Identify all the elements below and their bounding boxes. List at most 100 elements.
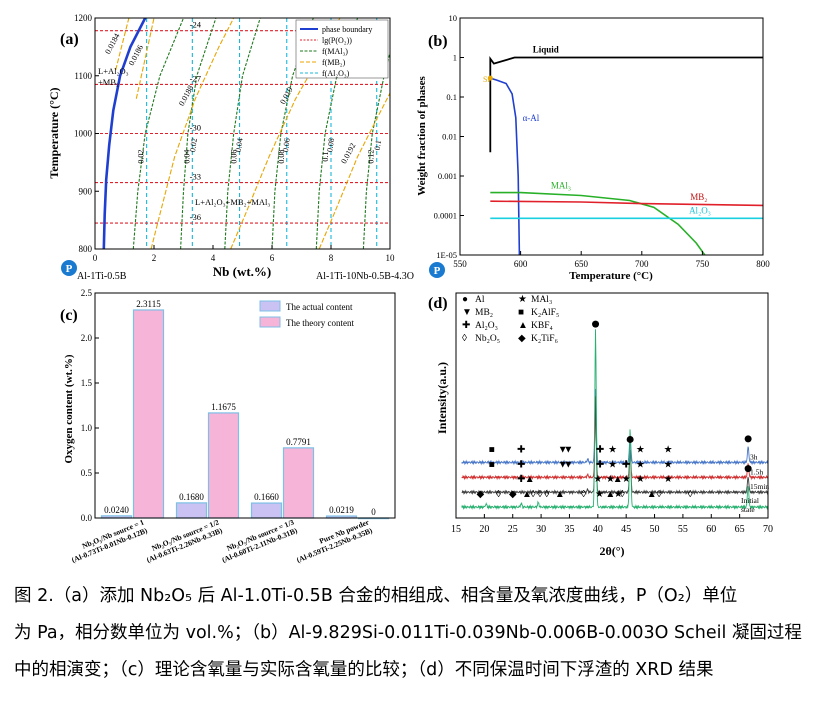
left-alloy-note: Al-1Ti-0.5B — [77, 271, 127, 282]
b-ytick-label-0: 1E-05 — [436, 250, 457, 260]
c-category-3: Pure Nb powder(Al-0.59Ti-2.25Nb-0.35B) — [292, 517, 374, 564]
panel-a-ylabel: Temperature (°C) — [47, 87, 61, 178]
a-xtick-label-4: 8 — [329, 253, 334, 263]
a-xtick-label-2: 4 — [211, 253, 216, 263]
caption-line-1: 图 2.（a）添加 Nb₂O₅ 后 Al-1.0Ti-0.5B 合金的相组成、相… — [14, 586, 738, 606]
composite-figure: 0.02 0.04 0.06 0.08 0.1 0.12-24-27-30-33-360.… — [47, 13, 773, 565]
mal3-curve-2 — [224, 18, 261, 249]
mal3-label-1: 0.02 — [188, 138, 199, 153]
d-xtick-label-11: 70 — [763, 524, 773, 535]
d-xtick-label-6: 45 — [621, 524, 631, 535]
b-ytick-label-5: 1 — [453, 53, 457, 63]
al2o3-label-5: 0.12 — [367, 150, 376, 164]
d-xtick-label-8: 55 — [678, 524, 688, 535]
legend-d-symbol-2: ▼ — [462, 307, 472, 318]
xrd-marker-0-4: ✚ — [596, 444, 604, 455]
d-xtick-label-2: 25 — [508, 524, 518, 535]
panel-b: 550 600 650 700 750 800 1E-05 0.0001 0.001 0.01 0.… — [416, 13, 770, 282]
panel-c-legend: The actual content The theory content — [259, 300, 354, 328]
legend-a-3: f(MB₂) — [322, 58, 346, 67]
xrd-marker-3-6: ◊ — [544, 489, 549, 500]
caption-line-2: 为 Pa，相分数单位为 vol.%；（b）Al-9.829Si-0.011Ti-… — [14, 623, 802, 643]
legend-d-symbol-6: ◊ — [462, 333, 467, 344]
xrd-row-label-3: Initial state — [741, 496, 759, 514]
panel-b-letter: (b) — [428, 33, 448, 50]
xrd-marker-2-4: ▲ — [613, 474, 623, 485]
xrd-marker-0-0: ■ — [489, 444, 495, 455]
xrd-marker-3-8: ◊ — [581, 489, 586, 500]
xrd-marker-1-0: ■ — [489, 459, 495, 470]
xrd-marker-0-3: ▼ — [563, 444, 573, 455]
c-category-1: Nb₂O₅/Nb source = 1/2(Al-0.63Ti-2.26Nb-0… — [142, 517, 224, 564]
mb2-curve-2 — [150, 18, 235, 249]
b-xtick-label-3: 700 — [635, 259, 649, 269]
al2o3-label-1: 0.04 — [182, 150, 191, 164]
legend-a-4: f(Al₂O₃) — [322, 69, 350, 78]
b-ytick-label-1: 0.0001 — [434, 211, 457, 221]
al2o3-label-4: 0.1 — [321, 152, 330, 162]
mal3-curve-0 — [132, 18, 185, 249]
panel-c-ylabel: Oxygen content (wt.%) — [63, 354, 75, 463]
xrd-marker-3-3: ▲ — [522, 489, 532, 500]
xrd-marker-0-1: ✚ — [517, 444, 525, 455]
xrd-marker-3-2: ◆ — [509, 489, 517, 500]
po2-label-3: -33 — [190, 172, 201, 182]
xrd-marker-3-12: ◊ — [620, 489, 625, 500]
legend-d-symbol-4: ✚ — [462, 320, 470, 331]
a-ytick-label-3: 1100 — [74, 71, 92, 81]
c-category-2: Nb₂O₅/Nb source = 1/3(Al-0.60Ti-2.11Nb-0… — [217, 517, 299, 564]
mb2-label-0: 0.0184 — [103, 32, 121, 56]
a-ytick-label-0: 800 — [79, 244, 93, 254]
a-xtick-label-1: 2 — [152, 253, 157, 263]
panel-d-frame — [455, 292, 769, 519]
po2-label-4: -36 — [190, 212, 201, 222]
panel-c-frame — [94, 292, 396, 519]
panel-c: 0.02402.31150.16801.16750.16600.77910.02… — [60, 288, 396, 565]
legend-d-text-1: MAl₃ — [531, 295, 552, 305]
al-peak-dot-0 — [592, 320, 600, 328]
region-label-top: L+Al₂O₃ +MB₂ — [98, 66, 129, 87]
d-xtick-label-4: 35 — [564, 524, 574, 535]
xrd-marker-3-5: ◊ — [537, 489, 542, 500]
xrd-trace-3 — [461, 329, 768, 511]
xrd-marker-2-0: ✚ — [517, 474, 525, 485]
panel-b-frame — [459, 17, 764, 256]
legend-d-symbol-7: ◆ — [518, 333, 526, 344]
b-series-label-2: Si — [483, 75, 490, 84]
xrd-row-label-1: 1.5h — [750, 467, 763, 476]
b-ytick-label-4: 0.1 — [446, 92, 457, 102]
mb2-curve-4 — [318, 92, 390, 249]
c-bar-label-1-1: 1.1675 — [211, 402, 236, 412]
xrd-marker-3-1: ◊ — [496, 489, 501, 500]
xrd-marker-3-9: ★ — [595, 489, 604, 500]
c-category-0: Nb₂O₅/Nb source = 1(Al-0.73Ti-0.01Nb-0.1… — [67, 517, 149, 564]
mal3-label-2: 0.04 — [234, 138, 245, 153]
c-bar-label-1-2: 0.7791 — [286, 437, 311, 447]
figure-caption: 图 2.（a）添加 Nb₂O₅ 后 Al-1.0Ti-0.5B 合金的相组成、相… — [14, 578, 814, 689]
legend-d-symbol-0: ● — [462, 294, 468, 305]
legend-d-text-2: MB₂ — [475, 308, 493, 318]
mb2-curve-0 — [115, 18, 130, 71]
c-bar-label-0-1: 0.1680 — [179, 492, 204, 502]
panel-a: 0.02 0.04 0.06 0.08 0.1 0.12-24-27-30-33-360.… — [47, 13, 414, 282]
panel-c-letter: (c) — [60, 307, 78, 324]
b-xtick-label-1: 600 — [514, 259, 528, 269]
xrd-marker-2-3: ★ — [606, 474, 615, 485]
p-logo-icon — [61, 260, 77, 276]
d-xtick-label-3: 30 — [536, 524, 546, 535]
xrd-trace-0 — [461, 388, 768, 466]
a-ytick-label-1: 900 — [79, 186, 93, 196]
panel-b-xlabel: Temperature (°C) — [569, 270, 653, 282]
xrd-marker-1-6: ✚ — [622, 459, 630, 470]
panel-a-xlabel: Nb (wt.%) — [213, 264, 272, 279]
legend-c-0: The actual content — [286, 302, 353, 312]
legend-d-text-0: Al — [475, 295, 485, 305]
p-logo-letter-b: P — [434, 265, 441, 277]
xrd-trace-1 — [461, 411, 768, 481]
c-bar-0-1 — [175, 502, 208, 519]
al2o3-label-2: 0.06 — [230, 150, 239, 164]
b-xtick-label-2: 650 — [574, 259, 588, 269]
c-ytick-label-0: 0.0 — [81, 513, 93, 523]
xrd-marker-1-7: ★ — [636, 459, 645, 470]
b-series-label-1: α-Al — [523, 113, 540, 123]
